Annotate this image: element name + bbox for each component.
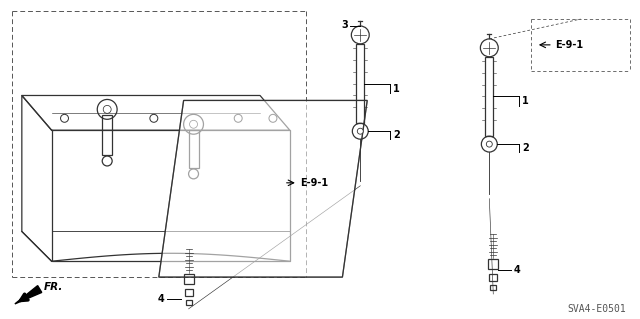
Bar xyxy=(490,274,497,281)
Text: 3: 3 xyxy=(342,20,348,30)
Bar xyxy=(488,259,499,269)
Text: E-9-1: E-9-1 xyxy=(555,40,583,50)
Text: 2: 2 xyxy=(522,143,529,153)
Bar xyxy=(356,44,364,123)
Bar xyxy=(490,285,496,290)
Circle shape xyxy=(486,141,492,147)
Polygon shape xyxy=(15,286,42,304)
Circle shape xyxy=(357,128,364,134)
Text: 1: 1 xyxy=(393,84,400,93)
Polygon shape xyxy=(159,100,367,277)
Bar xyxy=(102,115,112,155)
Text: 2: 2 xyxy=(393,130,400,140)
Text: 4: 4 xyxy=(158,294,164,304)
Text: SVA4-E0501: SVA4-E0501 xyxy=(568,304,627,314)
Bar xyxy=(485,57,493,136)
Bar xyxy=(184,274,193,284)
Text: E-9-1: E-9-1 xyxy=(300,178,328,188)
Text: 1: 1 xyxy=(522,96,529,107)
Text: 4: 4 xyxy=(513,265,520,275)
Bar xyxy=(184,289,193,296)
Text: FR.: FR. xyxy=(44,282,63,292)
Bar xyxy=(186,300,191,305)
Bar xyxy=(189,130,198,168)
